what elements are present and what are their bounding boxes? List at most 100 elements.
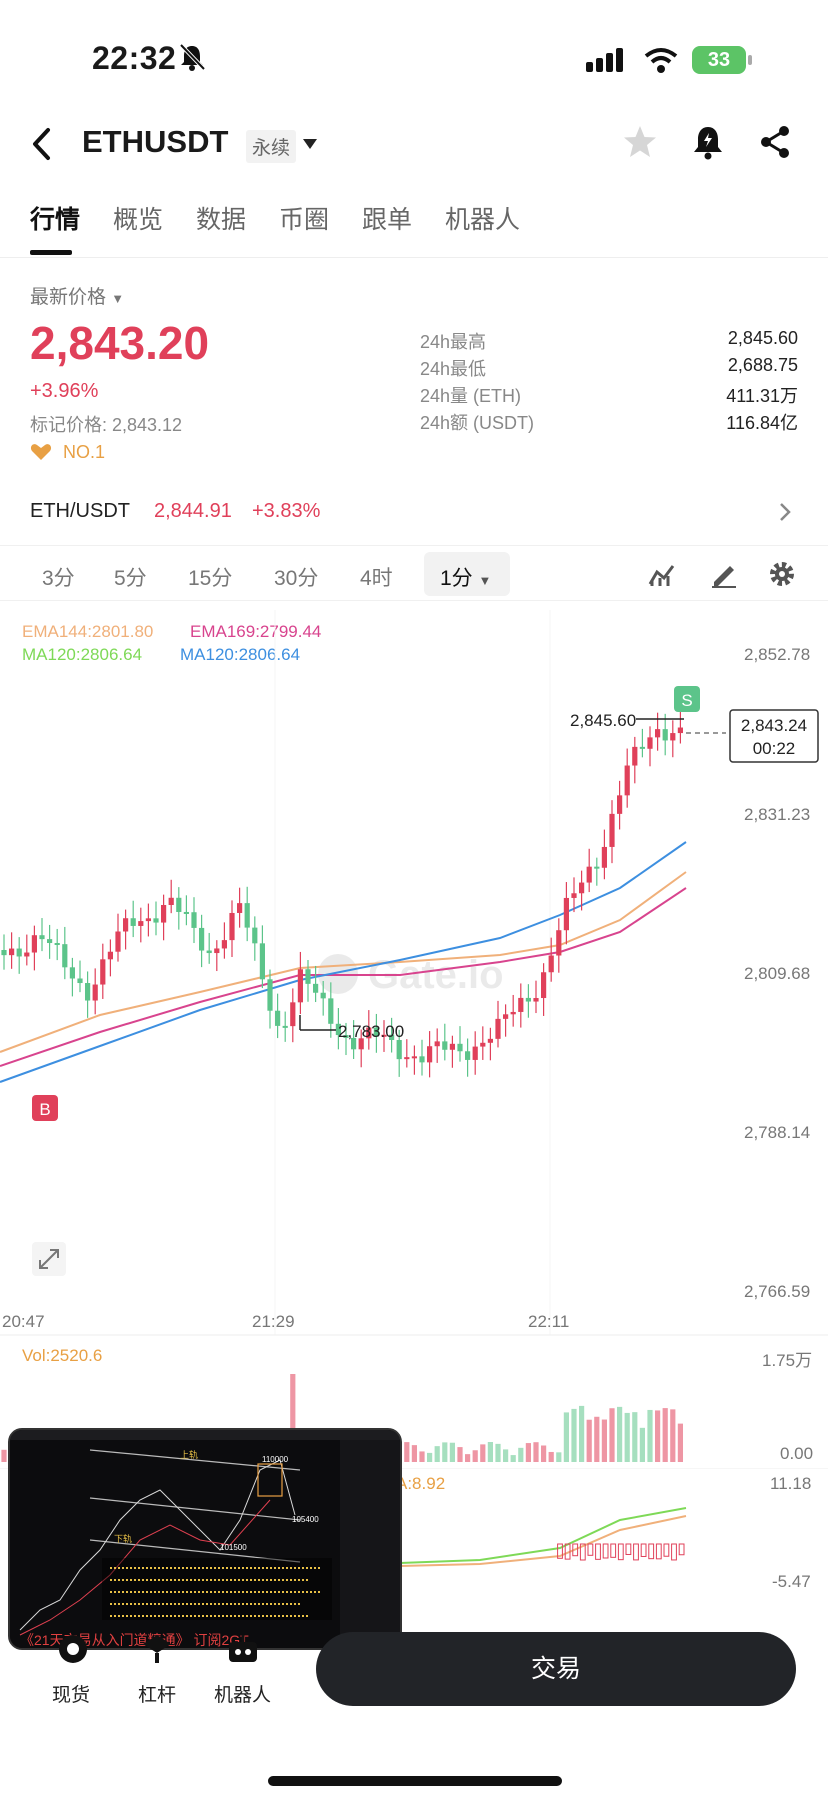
candle: [168, 897, 174, 905]
interval-bar: 3分 5分 15分 30分 4时 1分 ▼: [0, 545, 828, 601]
candle: [518, 997, 524, 1012]
expand-icon[interactable]: [32, 1242, 66, 1276]
macd-chart: [0, 1468, 828, 1567]
candle: [252, 927, 258, 944]
interval-5m[interactable]: 5分: [114, 567, 147, 590]
candle: [305, 969, 311, 984]
share-icon[interactable]: [758, 124, 792, 160]
interval-3m[interactable]: 3分: [42, 567, 75, 590]
candle: [320, 992, 326, 999]
volume-bar: [472, 1450, 478, 1462]
candlestick-chart[interactable]: Gate.io 2,845.60 2,783.00 2,843.24 00:22…: [0, 610, 828, 1340]
indicator-icon[interactable]: [648, 562, 676, 588]
gear-icon[interactable]: [768, 560, 796, 588]
tab-data[interactable]: 数据: [196, 206, 247, 234]
volume-bar: [434, 1446, 440, 1462]
macd-histogram-bar: [557, 1543, 563, 1559]
tab-copy-trade[interactable]: 跟单: [362, 206, 413, 234]
volume-bar: [670, 1409, 676, 1462]
macd-histogram-bar: [595, 1543, 601, 1560]
candle: [62, 944, 68, 968]
nav-spot-label[interactable]: 现货: [52, 1685, 91, 1706]
page-title[interactable]: ETHUSDT: [82, 124, 229, 159]
candle: [541, 972, 547, 999]
tab-community[interactable]: 币圈: [279, 206, 330, 234]
pip-video-overlay[interactable]: 上轨 110000 105400 101500 下轨 《21天交易从入门道精通》…: [8, 1428, 402, 1650]
candle: [389, 1034, 395, 1040]
candle: [9, 948, 15, 956]
tab-overview[interactable]: 概览: [113, 206, 164, 234]
buy-marker: [32, 1095, 58, 1121]
y-tick-3: 2,809.68: [744, 964, 811, 983]
candle: [199, 927, 205, 951]
nav-leverage-label[interactable]: 杠杆: [138, 1685, 177, 1706]
home-indicator: [268, 1776, 562, 1786]
back-chevron-icon[interactable]: [30, 126, 54, 162]
volume-bar: [457, 1447, 463, 1462]
volume-legend: Vol:2520.6: [22, 1346, 103, 1365]
volume-bar: [571, 1408, 577, 1462]
macd-min-label: -5.47: [772, 1572, 811, 1591]
macd-histogram-bar: [564, 1543, 571, 1560]
candle: [427, 1046, 433, 1063]
interval-30m[interactable]: 30分: [274, 567, 319, 590]
candle: [153, 918, 159, 923]
macd-histogram-bar: [579, 1543, 586, 1561]
candle: [69, 967, 75, 979]
candle: [206, 950, 212, 954]
candle: [617, 795, 623, 814]
candle: [525, 997, 531, 1002]
candle: [609, 813, 615, 847]
x-tick-3: 22:11: [528, 1312, 570, 1331]
star-icon[interactable]: [622, 124, 658, 160]
spot-icon[interactable]: [56, 1632, 90, 1666]
draw-pen-icon[interactable]: [710, 560, 738, 588]
moving-average-line-2: [0, 841, 687, 1083]
spot-pair-row[interactable]: ETH/USDT 2,844.91 +3.83%: [0, 490, 828, 530]
candle: [145, 918, 151, 922]
leverage-icon[interactable]: [140, 1632, 174, 1666]
candle: [54, 943, 60, 946]
latest-price-label[interactable]: 最新价格 ▼: [30, 287, 125, 308]
tab-market[interactable]: 行情: [30, 206, 81, 234]
macd-legend: A:8.92: [396, 1474, 446, 1493]
trade-button[interactable]: 交易: [316, 1632, 796, 1706]
price-alert-icon[interactable]: [692, 124, 724, 160]
candle: [100, 959, 106, 985]
candle: [191, 912, 197, 928]
volume-bar: [427, 1452, 433, 1462]
interval-1m-selected[interactable]: 1分 ▼: [424, 552, 510, 596]
pip-label-105400: 105400: [292, 1515, 319, 1524]
candle: [229, 912, 235, 941]
candle: [297, 969, 303, 1003]
volume-bar: [411, 1445, 417, 1462]
candle: [503, 1014, 509, 1019]
interval-4h[interactable]: 4时: [360, 567, 393, 590]
candle: [396, 1039, 402, 1060]
candle: [601, 846, 607, 868]
volume-bar: [510, 1455, 516, 1462]
interval-15m[interactable]: 15分: [188, 567, 233, 590]
candle: [366, 1027, 372, 1039]
current-price-box: [729, 709, 819, 763]
volume-min-label: 0.00: [780, 1444, 814, 1463]
robot-icon[interactable]: [226, 1632, 260, 1666]
candle: [115, 931, 121, 952]
volume-bar: [655, 1410, 661, 1462]
candle: [1, 950, 7, 956]
ma120-blue-legend: MA120:2806.64: [180, 645, 301, 664]
candle: [77, 978, 83, 984]
candle: [244, 903, 250, 928]
volume-bar: [677, 1423, 683, 1462]
tab-bots[interactable]: 机器人: [445, 206, 521, 234]
nav-bots-label[interactable]: 机器人: [214, 1685, 272, 1706]
candle: [442, 1041, 448, 1050]
pip-video-frame: 上轨 110000 105400 101500 下轨 《21天交易从入门道精通》…: [10, 1430, 400, 1648]
tab-bar: 行情 概览 数据 币圈 跟单 机器人: [0, 200, 828, 258]
caret-down-icon[interactable]: [302, 138, 318, 150]
volume-bar: [1, 1449, 7, 1462]
volume-max-label: 1.75万: [762, 1351, 813, 1370]
candle: [85, 983, 91, 1001]
contract-type-badge[interactable]: 永续: [246, 130, 297, 163]
volume-bar: [601, 1419, 607, 1462]
